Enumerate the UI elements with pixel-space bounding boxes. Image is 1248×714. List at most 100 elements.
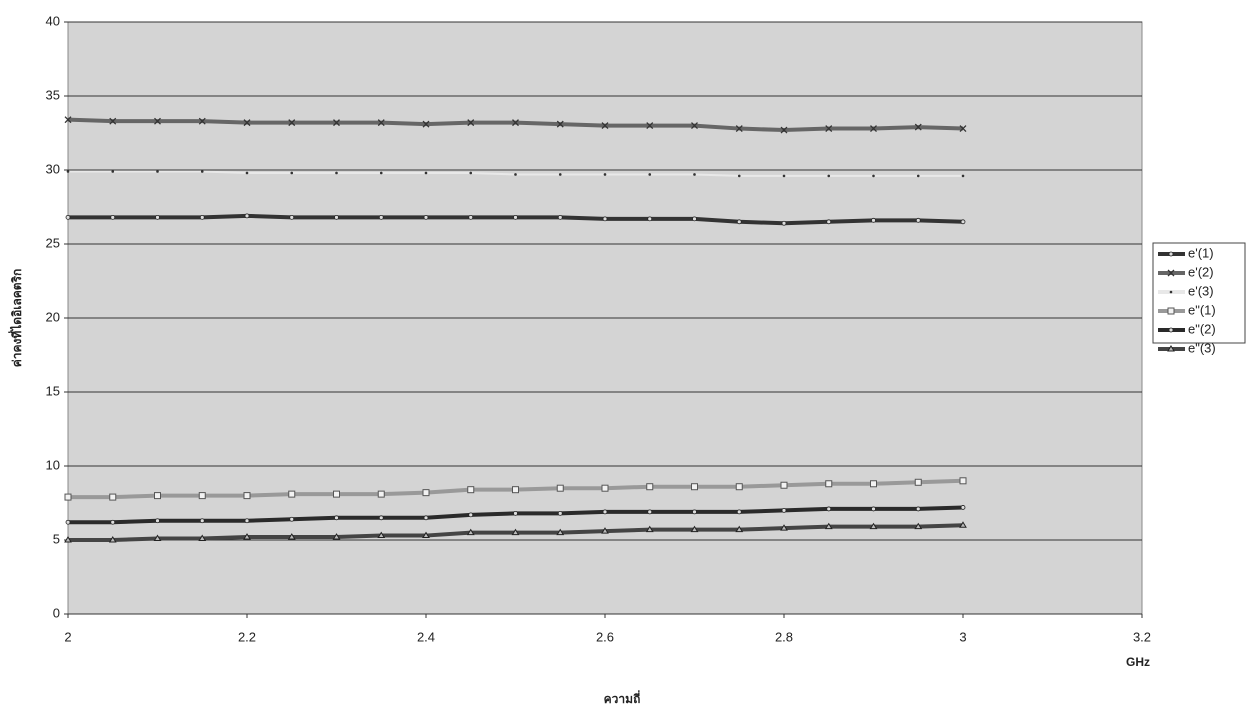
marker bbox=[558, 173, 562, 176]
marker bbox=[737, 174, 741, 178]
marker bbox=[959, 125, 967, 133]
marker bbox=[691, 483, 698, 491]
marker bbox=[916, 174, 920, 178]
marker bbox=[469, 171, 473, 175]
marker bbox=[199, 518, 205, 524]
legend-marker bbox=[1167, 345, 1175, 352]
marker bbox=[289, 516, 295, 522]
marker bbox=[603, 173, 607, 176]
legend-label: e'(1) bbox=[1188, 245, 1214, 260]
marker bbox=[511, 528, 520, 536]
marker bbox=[66, 170, 70, 173]
marker bbox=[290, 171, 294, 175]
marker bbox=[914, 478, 922, 486]
marker bbox=[602, 216, 608, 222]
x-tick-label: 2.4 bbox=[417, 629, 435, 644]
marker bbox=[198, 534, 207, 542]
marker bbox=[334, 214, 339, 220]
x-tick-label: 2.2 bbox=[238, 629, 256, 644]
marker bbox=[287, 533, 296, 540]
marker bbox=[556, 120, 564, 128]
x-tick-label: 2.6 bbox=[596, 629, 614, 644]
marker bbox=[826, 219, 832, 225]
marker bbox=[693, 173, 696, 176]
x-unit: GHz bbox=[1126, 655, 1150, 669]
marker bbox=[424, 171, 428, 175]
marker bbox=[64, 493, 72, 501]
marker bbox=[870, 125, 877, 133]
marker bbox=[334, 515, 339, 521]
marker bbox=[468, 214, 474, 220]
marker bbox=[960, 505, 966, 510]
marker bbox=[109, 117, 117, 125]
marker bbox=[780, 481, 788, 489]
marker bbox=[466, 528, 475, 536]
marker bbox=[736, 219, 742, 225]
marker bbox=[198, 492, 206, 500]
marker bbox=[467, 486, 475, 494]
marker bbox=[869, 522, 878, 530]
marker bbox=[377, 119, 385, 127]
marker bbox=[512, 486, 519, 494]
legend-label: e"(2) bbox=[1188, 321, 1216, 336]
marker bbox=[601, 527, 609, 534]
legend-marker bbox=[1167, 269, 1175, 277]
marker bbox=[243, 492, 251, 500]
legend-marker bbox=[1168, 251, 1174, 257]
x-tick-label: 3.2 bbox=[1133, 629, 1151, 644]
marker bbox=[154, 117, 161, 125]
marker bbox=[245, 171, 249, 175]
y-tick-label: 20 bbox=[46, 309, 60, 324]
marker bbox=[647, 216, 653, 222]
legend-label: e'(2) bbox=[1188, 264, 1214, 279]
marker bbox=[645, 525, 654, 533]
marker bbox=[915, 217, 921, 223]
marker bbox=[198, 117, 206, 125]
marker bbox=[781, 507, 787, 513]
marker bbox=[111, 170, 115, 173]
x-tick-label: 2.8 bbox=[775, 629, 793, 644]
marker bbox=[691, 122, 698, 130]
marker bbox=[915, 506, 921, 512]
marker bbox=[959, 477, 967, 485]
marker bbox=[155, 518, 160, 524]
marker bbox=[288, 119, 296, 127]
marker bbox=[156, 170, 159, 173]
legend-marker bbox=[1168, 327, 1174, 333]
marker bbox=[824, 522, 833, 530]
marker bbox=[557, 510, 563, 516]
marker bbox=[154, 492, 161, 500]
marker bbox=[825, 480, 833, 488]
marker bbox=[108, 536, 117, 543]
y-tick-label: 10 bbox=[46, 457, 60, 472]
marker bbox=[514, 173, 517, 176]
marker bbox=[782, 174, 786, 178]
marker bbox=[64, 116, 72, 124]
marker bbox=[872, 174, 875, 178]
marker bbox=[199, 214, 205, 220]
y-tick-label: 40 bbox=[46, 13, 60, 28]
y-tick-label: 25 bbox=[46, 235, 60, 250]
marker bbox=[243, 533, 251, 540]
marker bbox=[155, 214, 160, 220]
marker bbox=[871, 506, 876, 512]
marker bbox=[826, 506, 832, 512]
marker bbox=[110, 519, 116, 525]
marker bbox=[422, 120, 430, 128]
marker bbox=[646, 122, 654, 130]
marker bbox=[65, 519, 71, 525]
marker bbox=[914, 123, 922, 131]
marker bbox=[780, 524, 788, 531]
marker bbox=[422, 489, 430, 497]
marker bbox=[110, 214, 116, 220]
marker bbox=[871, 217, 876, 223]
marker bbox=[422, 531, 430, 539]
marker bbox=[109, 493, 117, 501]
marker bbox=[378, 214, 384, 220]
marker bbox=[200, 170, 204, 173]
marker bbox=[153, 534, 162, 542]
marker bbox=[648, 173, 652, 176]
marker bbox=[378, 515, 384, 521]
marker bbox=[333, 490, 340, 498]
